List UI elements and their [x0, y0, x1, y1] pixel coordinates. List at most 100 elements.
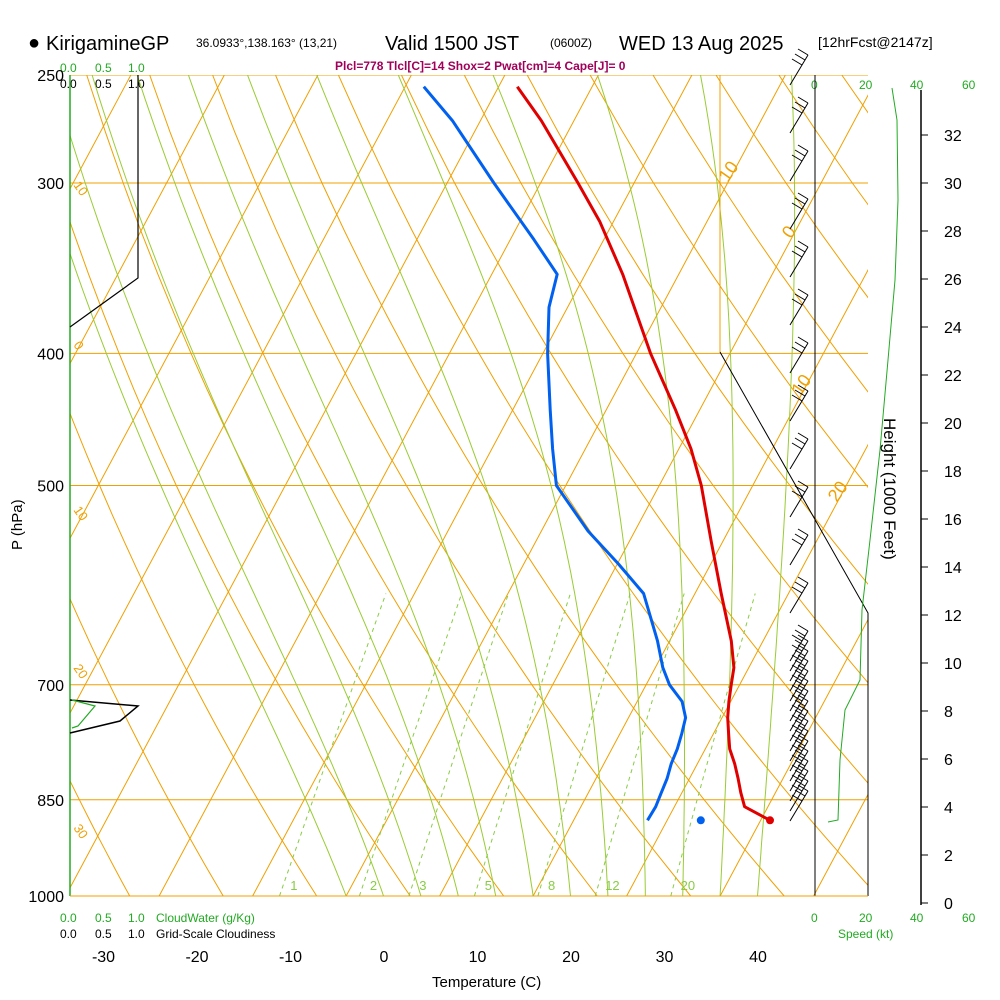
moist-adiabat	[187, 75, 497, 897]
wind-barbs	[789, 48, 809, 822]
height-tick-label-12: 12	[944, 608, 962, 625]
wind-barb-flag	[794, 341, 806, 349]
height-tick-label-18: 18	[944, 464, 962, 481]
wind-barb-flag	[794, 293, 806, 301]
wind-barb-flag	[797, 694, 809, 702]
wind-barb-flag	[791, 724, 803, 732]
wind-barb-flag	[797, 240, 809, 248]
mixing-ratio-line	[408, 593, 509, 897]
wind-barb-flag	[797, 144, 809, 152]
cl-top-tick-1: 0.5	[95, 77, 112, 91]
moist-adiabat	[91, 75, 422, 897]
temp-tick--30: -30	[92, 949, 115, 966]
dry-adiabat	[70, 597, 224, 897]
speed-bottom-tick-3: 60	[962, 911, 976, 925]
height-tick-label-32: 32	[944, 128, 962, 145]
wind-barb-flag	[791, 674, 803, 682]
wind-barb-flag	[794, 689, 806, 697]
wind-barb-flag	[794, 719, 806, 727]
dry-adiabat	[905, 75, 1000, 896]
mixing-ratio-label: 12	[605, 878, 619, 893]
isotherm--40	[70, 75, 506, 889]
wind-barb-flag	[791, 714, 803, 722]
cloudiness-trace-low	[69, 699, 140, 734]
wind-barb-flag	[797, 714, 809, 722]
dry-adiabat	[526, 75, 868, 585]
wind-barb-flag	[794, 759, 806, 767]
wind-barb-flag	[791, 58, 803, 66]
surface-dewpoint-dot	[696, 816, 705, 825]
wind-barb-flag	[791, 764, 803, 772]
cl-top-tick-2: 1.0	[128, 77, 145, 91]
mixing-ratio-line	[279, 593, 387, 897]
pressure-tick-300: 300	[37, 176, 64, 193]
dry-adiabat	[70, 220, 411, 897]
wind-barb-flag	[797, 674, 809, 682]
y-axis-title: P (hPa)	[9, 499, 26, 550]
pressure-tick-400: 400	[37, 346, 64, 363]
cw-top-tick-0: 0.0	[60, 61, 77, 75]
wind-barb-flag	[794, 709, 806, 717]
wind-barb-flag	[797, 664, 809, 672]
wind-barb-flag	[794, 101, 806, 109]
mixing-ratio-line	[594, 593, 685, 897]
pressure-tick-500: 500	[37, 479, 64, 496]
height-tick-label-0: 0	[944, 896, 953, 913]
dry-adiabat	[275, 75, 785, 897]
pressure-tick-1000: 1000	[28, 889, 64, 906]
wind-barb-flag	[791, 774, 803, 782]
wind-barb-flag	[794, 581, 806, 589]
speed-bottom-tick-0: 0	[811, 911, 818, 925]
isotherm--70	[70, 75, 225, 365]
wind-barb-flag	[791, 586, 803, 594]
wind-barb-flag	[791, 794, 803, 802]
pressure-tick-250: 250	[37, 68, 64, 85]
mixing-ratio-label: 2	[370, 878, 377, 893]
speed-bottom-tick-2: 40	[910, 911, 924, 925]
wind-barb-flag	[797, 774, 809, 782]
wind-barb-flag	[797, 734, 809, 742]
surface-temperature-dot	[766, 816, 774, 825]
isotherm--50	[70, 75, 412, 715]
station-coords: 36.0933°,138.163° (13,21)	[196, 36, 337, 50]
cw-bottom-tick-0: 0.0	[60, 911, 77, 925]
domain-outline	[719, 351, 869, 896]
dry-adiabat	[463, 75, 868, 684]
cloudwater-label: CloudWater (g/Kg)	[156, 911, 255, 925]
stability-indices: Plcl=778 Tlcl[C]=14 Shox=2 Pwat[cm]=4 Ca…	[335, 59, 626, 73]
dry-adiabat	[589, 75, 868, 489]
sounding-profiles	[422, 85, 774, 825]
wind-barb-flag	[794, 789, 806, 797]
valid-date: WED 13 Aug 2025	[619, 33, 784, 55]
isotherm-10	[532, 269, 868, 897]
dry-adiabat	[0, 75, 36, 896]
isotherm-left-label: 30	[71, 821, 92, 841]
moist-adiabat	[70, 133, 384, 897]
wind-barb-flag	[791, 154, 803, 162]
dry-adiabat	[212, 75, 692, 897]
wind-barb-flag	[794, 485, 806, 493]
wind-barb-flag	[791, 346, 803, 354]
moist-adiabat	[397, 75, 609, 897]
wind-barb-flag	[797, 784, 809, 792]
wind-barb-flag	[791, 784, 803, 792]
mixing-ratio-line	[537, 593, 631, 897]
valid-time: Valid 1500 JST	[385, 33, 519, 55]
temp-tick-0: 0	[380, 949, 389, 966]
wind-barb-flag	[797, 192, 809, 200]
wind-barb-flag	[791, 298, 803, 306]
isotherm--10	[345, 75, 786, 897]
isotherm-left-label: 20	[71, 661, 92, 681]
wind-barb-flag	[797, 744, 809, 752]
wind-barb-flag	[794, 769, 806, 777]
wind-barb-flag	[797, 96, 809, 104]
isotherm-20	[626, 443, 868, 897]
pressure-tick-700: 700	[37, 678, 64, 695]
x-axis-title: Temperature (C)	[432, 974, 541, 991]
temp-tick-10: 10	[469, 949, 487, 966]
forecast-run: [12hrFcst@2147z]	[818, 34, 933, 50]
wind-barb-flag	[791, 106, 803, 114]
mixing-ratio-line	[473, 593, 571, 897]
